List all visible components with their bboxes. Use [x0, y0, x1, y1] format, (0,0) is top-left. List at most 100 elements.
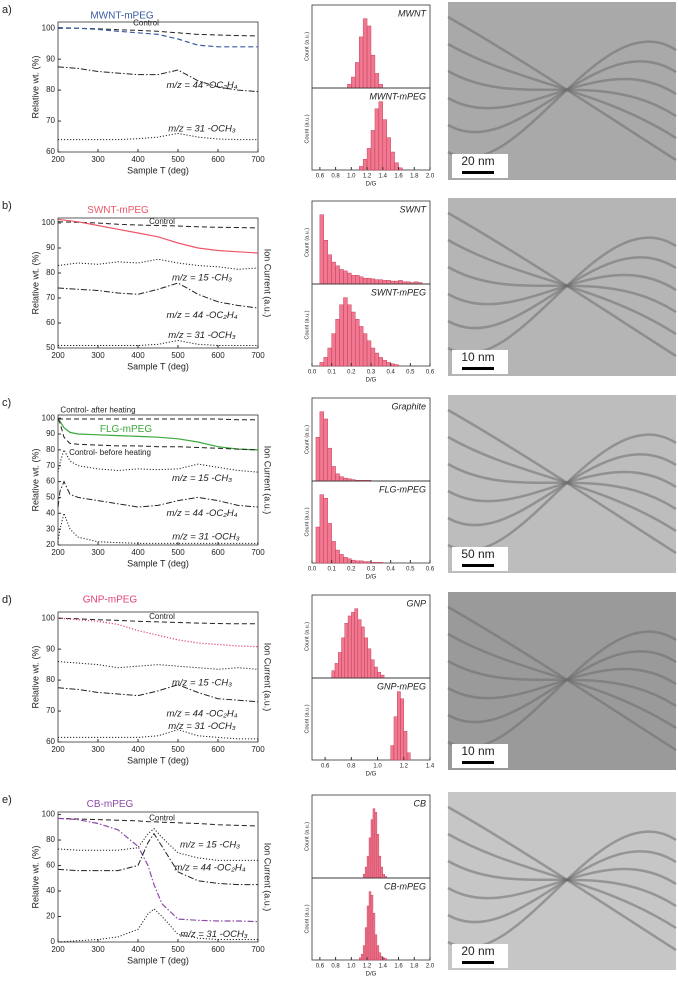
y-tick-label: 70 — [46, 461, 55, 470]
hist-bar — [374, 666, 378, 679]
hist-y-label: Count (a.u.) — [304, 622, 310, 651]
tem-texture — [447, 273, 677, 306]
hist-bar — [378, 84, 384, 89]
y-tick-label: 70 — [46, 293, 55, 302]
x-tick-label: 400 — [131, 945, 145, 954]
x-axis-label: Sample T (deg) — [127, 361, 189, 371]
hist-bar — [331, 261, 336, 285]
sample-title: MWNT-mPEG — [90, 10, 154, 21]
hist-x-tick-label: 1.2 — [363, 964, 372, 970]
y-tick-label: 20 — [46, 912, 55, 921]
hist-bar — [362, 874, 366, 879]
x-tick-label: 300 — [91, 745, 105, 754]
hist-bar — [319, 362, 325, 367]
hist-x-tick-label: 1.8 — [410, 174, 419, 180]
hist-y-label: Count (a.u.) — [304, 904, 310, 933]
hist-bar — [386, 280, 391, 285]
y-tick-label: 60 — [46, 477, 55, 486]
hist-bar — [319, 411, 325, 482]
hist-x-tick-label: 0.2 — [347, 370, 356, 376]
hist-bar — [355, 560, 360, 564]
y2-axis-label: Ion Current (a.u.) — [263, 643, 273, 712]
x-tick-label: 200 — [51, 351, 65, 360]
panel: b) 50 60 70 80 90 100 200 300 400 500 600 700 Sample … — [2, 198, 677, 384]
x-tick-label: 200 — [51, 745, 65, 754]
hist-frame — [311, 677, 431, 761]
hist-x-label: D/G — [366, 378, 377, 384]
hist-x-label: D/G — [366, 182, 377, 188]
hist-bar — [370, 278, 376, 285]
hist-x-tick-label: 0.6 — [321, 764, 330, 770]
hist-bar — [359, 560, 364, 564]
plot-frame — [57, 217, 259, 349]
hist-bar — [403, 731, 408, 761]
hist-y-label: Count (a.u.) — [304, 114, 310, 143]
tga-line — [57, 27, 258, 48]
hist-x-tick-label: 0.6 — [426, 567, 435, 573]
panel: d) 60 70 80 90 100 200 300 400 500 600 700 Sample T … — [2, 592, 677, 778]
hist-bar — [359, 326, 364, 367]
hist-bar — [335, 265, 340, 285]
tem-texture — [447, 659, 677, 708]
hist-y-label: Count (a.u.) — [304, 822, 310, 851]
scale-bar — [462, 761, 494, 764]
x-tick-label: 700 — [251, 351, 265, 360]
y-tick-label: 100 — [42, 413, 56, 422]
hist-bar — [355, 62, 360, 89]
hist-bar — [331, 466, 336, 482]
tem-texture — [447, 265, 677, 314]
hist-y-label: Count (a.u.) — [304, 228, 310, 257]
hist-y-label: Count (a.u.) — [304, 425, 310, 454]
tga-line — [57, 66, 259, 93]
series-label: Control- before heating — [69, 448, 151, 457]
hist-bar — [374, 562, 380, 564]
hist-bar — [398, 167, 403, 171]
hist-bar — [331, 333, 336, 367]
hist-y-label: Count (a.u.) — [304, 704, 310, 733]
y-tick-label: 70 — [46, 706, 55, 715]
x-tick-label: 600 — [211, 351, 225, 360]
series-label: m/z = 15 -CH₃ — [172, 273, 232, 284]
x-tick-label: 500 — [171, 548, 185, 557]
tem-texture — [447, 632, 677, 730]
tem-texture — [447, 408, 677, 555]
x-tick-label: 300 — [91, 155, 105, 164]
x-axis-label: Sample T (deg) — [127, 955, 189, 965]
series-label: Control- after heating — [60, 405, 135, 414]
scale-bar — [462, 171, 494, 174]
hist-bar — [335, 549, 340, 564]
tga-line — [57, 448, 259, 473]
sample-title: CB-mPEG — [87, 799, 134, 810]
hist-bar — [327, 447, 332, 482]
hist-x-tick-label: 0.1 — [327, 370, 336, 376]
tga-line — [57, 817, 259, 827]
y2-axis-label: Ion Current (a.u.) — [263, 446, 273, 515]
hist-bar — [370, 659, 375, 679]
hist-x-tick-label: 1.0 — [347, 174, 356, 180]
hist-bar — [378, 101, 384, 171]
y-tick-label: 90 — [46, 243, 55, 252]
panel-label: c) — [2, 397, 11, 409]
tem-texture — [447, 256, 677, 330]
tga-line — [57, 617, 258, 625]
y-tick-label: 50 — [46, 493, 55, 502]
tga-line — [57, 661, 259, 670]
tga-line — [57, 817, 259, 923]
y-tick-label: 0 — [51, 937, 56, 946]
hist-name: SWNT-mPEG — [371, 287, 426, 297]
hist-bar — [393, 716, 398, 761]
hist-bar — [327, 347, 332, 367]
hist-name: CB — [413, 798, 426, 808]
hist-x-label: D/G — [366, 575, 377, 581]
hist-x-tick-label: 1.6 — [394, 174, 403, 180]
hist-name: FLG-mPEG — [379, 484, 426, 494]
series-label: m/z = 44 -OC₂H₄ — [166, 310, 237, 321]
hist-bar — [370, 347, 376, 367]
hist-bar — [362, 158, 368, 171]
sample-title: GNP-mPEG — [83, 594, 138, 605]
hist-bar — [374, 73, 380, 89]
y-axis-label: Relative wt. (%) — [30, 251, 40, 314]
tga-line — [57, 418, 259, 451]
hist-bar — [315, 437, 321, 482]
x-tick-label: 400 — [131, 548, 145, 557]
